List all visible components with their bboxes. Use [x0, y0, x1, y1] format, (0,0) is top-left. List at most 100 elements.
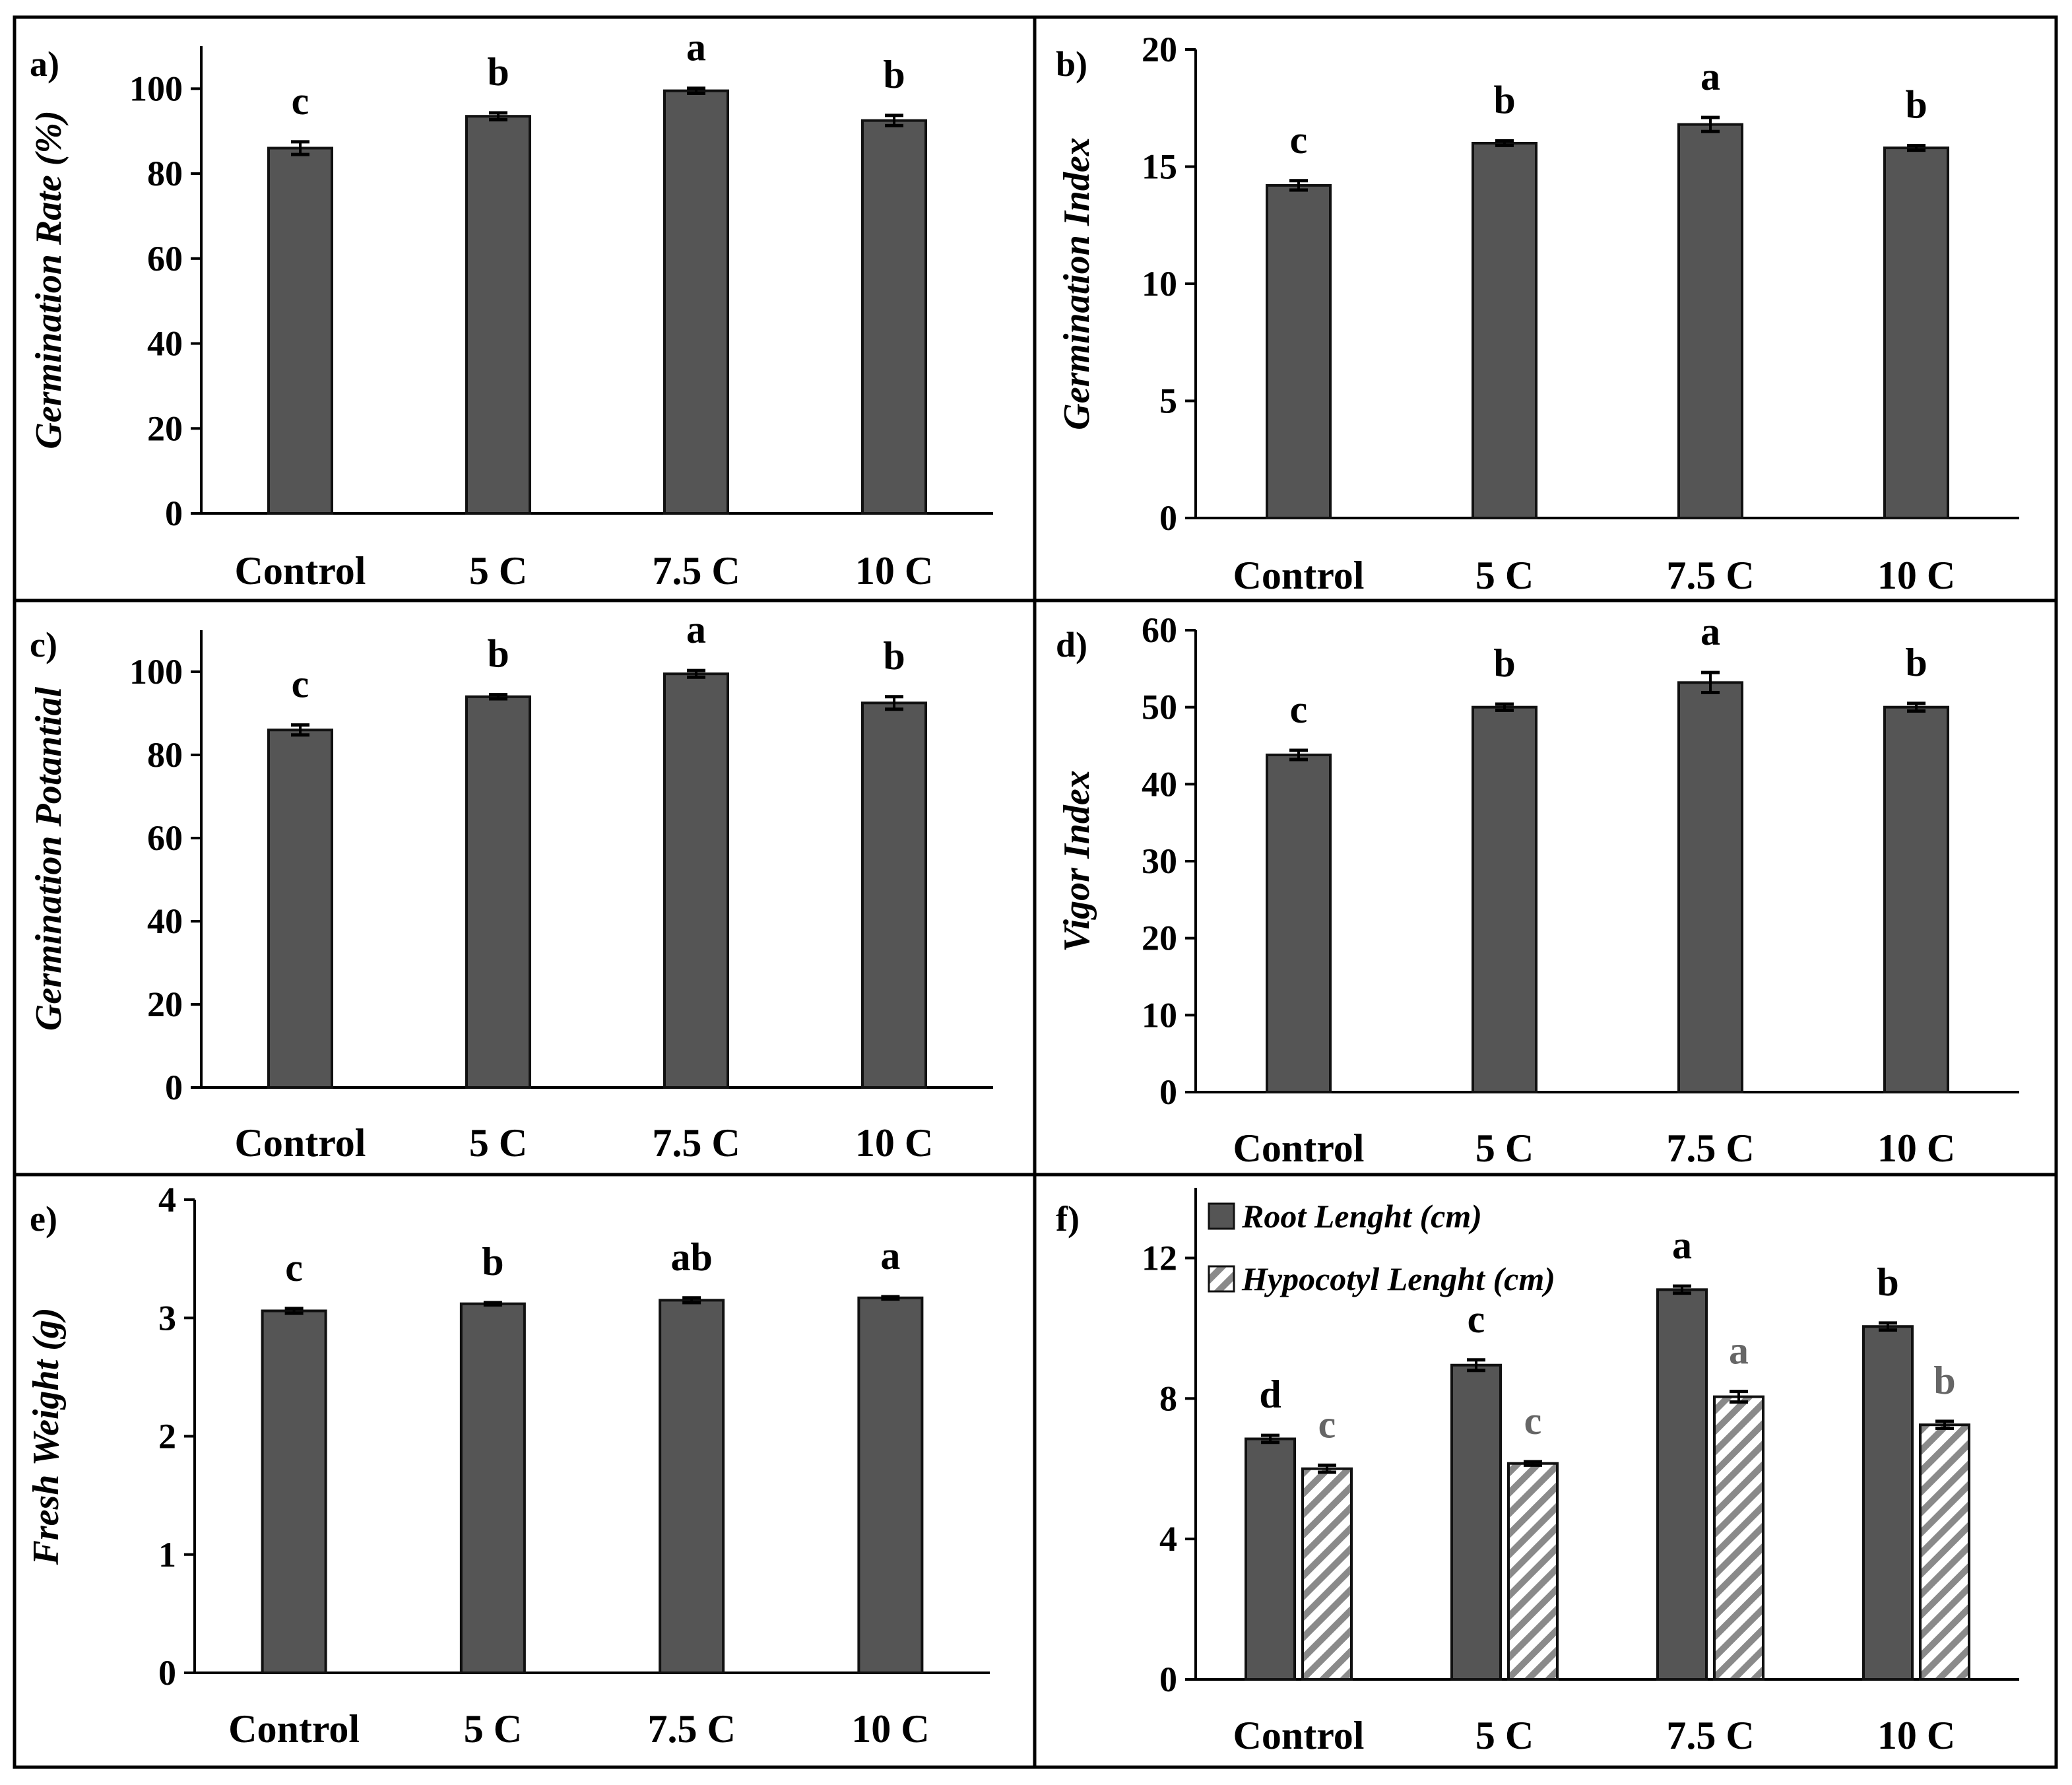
significance-letter: c	[1524, 1399, 1542, 1443]
panel-label: b)	[1056, 44, 1087, 84]
y-tick-label: 100	[129, 69, 183, 108]
y-tick-label: 0	[165, 1068, 183, 1107]
bar	[267, 729, 333, 1089]
significance-letter: c	[1290, 688, 1308, 731]
bar	[659, 1299, 725, 1675]
significance-letter: b	[883, 634, 905, 678]
significance-letter: b	[1493, 78, 1515, 121]
x-tick-label: 10 C	[1877, 1714, 1955, 1757]
y-tick-label: 40	[1142, 764, 1177, 804]
y-tick-label: 2	[158, 1417, 176, 1456]
y-tick-label: 30	[1142, 841, 1177, 881]
significance-letter: b	[1905, 83, 1927, 127]
y-axis-label: Germination Potantial	[28, 686, 69, 1031]
bar	[1472, 142, 1538, 519]
significance-letter: a	[1700, 610, 1720, 653]
significance-letter: a	[686, 26, 706, 69]
bar	[1883, 146, 1949, 520]
y-tick-label: 8	[1159, 1379, 1177, 1418]
x-tick-label: 7.5 C	[1666, 1714, 1754, 1757]
x-tick-label: Control	[235, 549, 366, 593]
bar	[1266, 183, 1332, 519]
x-tick-label: 10 C	[855, 549, 933, 593]
significance-letter: a	[1700, 55, 1720, 98]
y-tick-label: 4	[158, 1180, 176, 1219]
y-tick-label: 5	[1159, 381, 1177, 421]
legend-label-hypocotyl: Hypocotyl Lenght (cm)	[1241, 1260, 1555, 1297]
bar	[267, 146, 333, 515]
chart-panel-3: 0 20 40 60 80 100 Control 5 C 7.5 C 10 C c) Germina…	[28, 608, 993, 1165]
chart-panel-2: 0 5 10 15 20 Control 5 C 7.5 C 10 C b) Germination…	[1056, 30, 2019, 597]
panel-label: d)	[1056, 625, 1087, 665]
bar	[459, 1302, 526, 1674]
significance-letter: b	[1877, 1260, 1898, 1304]
y-tick-label: 4	[1159, 1519, 1177, 1559]
bar	[663, 89, 729, 515]
x-tick-label: 5 C	[1475, 1126, 1534, 1170]
bar	[465, 695, 531, 1089]
significance-letter: b	[883, 53, 905, 96]
y-tick-label: 50	[1142, 688, 1177, 727]
y-tick-label: 10	[1142, 995, 1177, 1035]
y-tick-label: 20	[147, 985, 183, 1024]
chart-panel-1: 0 20 40 60 80 100 Control 5 C 7.5 C 10 C a) Germina…	[28, 26, 993, 593]
significance-letter: b	[1905, 641, 1927, 684]
significance-letter: a	[1672, 1223, 1692, 1267]
significance-letter: b	[1933, 1359, 1955, 1402]
y-tick-label: 0	[1159, 1660, 1177, 1699]
significance-letter: b	[482, 1240, 503, 1283]
bar	[1919, 1423, 1970, 1681]
y-tick-label: 60	[1142, 610, 1177, 650]
y-tick-label: 0	[165, 494, 183, 533]
legend-swatch-root	[1208, 1202, 1235, 1230]
y-tick-label: 1	[158, 1535, 176, 1574]
bar	[861, 119, 927, 515]
significance-letter: b	[487, 50, 509, 94]
significance-letter: a	[1729, 1329, 1749, 1373]
bar	[1677, 681, 1743, 1094]
x-tick-label: 10 C	[855, 1121, 933, 1165]
bar	[1713, 1395, 1764, 1681]
x-tick-label: 7.5 C	[652, 1121, 740, 1165]
y-tick-label: 20	[1142, 919, 1177, 958]
y-tick-label: 12	[1142, 1238, 1177, 1278]
bar	[1245, 1437, 1296, 1681]
chart-panel-4: 0 10 20 30 40 50 60 Control 5 C 7.5 C 10 C d) Vigor …	[1056, 610, 2019, 1170]
panel-label: f)	[1056, 1199, 1080, 1239]
y-axis-label: Fresh Weight (g)	[26, 1308, 67, 1566]
bar	[1266, 754, 1332, 1093]
significance-letter: a	[880, 1234, 900, 1278]
y-tick-label: 0	[158, 1653, 176, 1693]
significance-letter: c	[1290, 118, 1308, 162]
significance-letter: ab	[670, 1235, 712, 1279]
panel-label: a)	[30, 44, 59, 84]
significance-letter: b	[487, 632, 509, 676]
bar	[1883, 705, 1949, 1093]
y-tick-label: 0	[1159, 1072, 1177, 1112]
significance-letter: c	[285, 1246, 303, 1289]
bar	[663, 672, 729, 1089]
x-tick-label: 10 C	[851, 1707, 929, 1751]
y-tick-label: 60	[147, 818, 183, 858]
x-tick-label: Control	[1233, 1714, 1365, 1757]
bar	[857, 1296, 924, 1674]
bar	[1677, 123, 1743, 520]
bar	[861, 701, 927, 1089]
y-tick-label: 40	[147, 324, 183, 364]
y-tick-label: 40	[147, 901, 183, 941]
bar	[1301, 1467, 1353, 1681]
significance-letter: c	[292, 663, 309, 706]
y-tick-label: 15	[1142, 147, 1177, 187]
y-tick-label: 0	[1159, 498, 1177, 538]
x-tick-label: 10 C	[1877, 554, 1955, 597]
y-tick-label: 20	[1142, 30, 1177, 69]
panel-label: c)	[30, 625, 57, 665]
x-tick-label: 5 C	[469, 1121, 527, 1165]
significance-letter: b	[1493, 641, 1515, 685]
x-tick-label: Control	[235, 1121, 366, 1165]
x-tick-label: 7.5 C	[652, 549, 740, 593]
x-tick-label: Control	[228, 1707, 360, 1751]
x-tick-label: 5 C	[464, 1707, 522, 1751]
